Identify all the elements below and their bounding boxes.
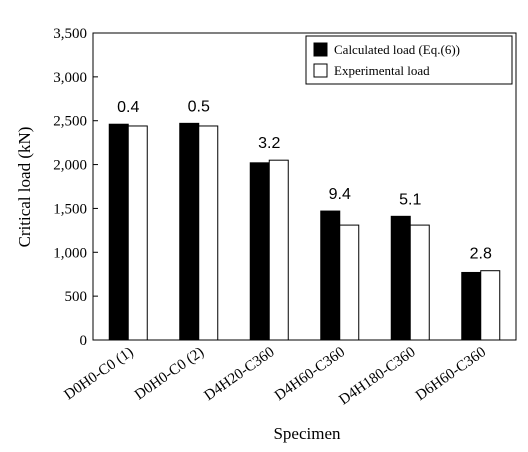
data-label: 5.1 — [399, 191, 421, 208]
y-axis-title: Critical load (kN) — [15, 127, 34, 248]
data-label: 3.2 — [258, 135, 280, 152]
legend-box — [305, 35, 513, 85]
bar-experimental — [339, 224, 360, 341]
x-tick-label: D0H0-C0 (1) — [62, 344, 137, 403]
bar-experimental — [409, 224, 430, 341]
x-axis-title: Specimen — [273, 424, 341, 443]
bar-calculated — [249, 162, 270, 341]
y-tick-label: 3,000 — [53, 70, 87, 86]
legend: Calculated load (Eq.(6)) Experimental lo… — [305, 35, 513, 85]
legend-swatch-experimental — [313, 63, 328, 78]
legend-label-calculated: Calculated load (Eq.(6)) — [334, 42, 460, 57]
data-label: 0.5 — [188, 98, 210, 115]
y-tick-label: 2,500 — [53, 114, 87, 130]
data-label: 0.4 — [117, 99, 139, 116]
x-tick-label: D4H180-C360 — [336, 344, 418, 408]
y-tick-label: 1,000 — [53, 245, 87, 261]
legend-swatch-calculated — [313, 42, 328, 57]
bar-calculated — [179, 122, 200, 341]
bar-experimental — [268, 159, 289, 341]
bar-experimental — [198, 125, 219, 341]
y-tick-label: 0 — [80, 333, 88, 349]
plot-frame — [92, 32, 517, 341]
y-tick-label: 3,500 — [53, 26, 87, 42]
x-tick-label: D4H20-C360 — [201, 344, 277, 404]
x-tick-label: D0H0-C0 (2) — [132, 344, 207, 403]
y-tick-label: 500 — [65, 289, 88, 305]
y-tick-label: 1,500 — [53, 201, 87, 217]
x-tick-label: D6H60-C360 — [413, 344, 489, 404]
bar-experimental — [480, 270, 501, 341]
bar-experimental — [127, 125, 148, 341]
legend-label-experimental: Experimental load — [334, 63, 430, 78]
bar-calculated — [461, 271, 482, 341]
bar-calculated — [320, 210, 341, 341]
data-label: 2.8 — [470, 246, 492, 263]
y-tick-label: 2,000 — [53, 158, 87, 174]
bar-calculated — [390, 215, 411, 341]
data-label: 9.4 — [329, 186, 351, 203]
bar-calculated — [108, 123, 129, 341]
